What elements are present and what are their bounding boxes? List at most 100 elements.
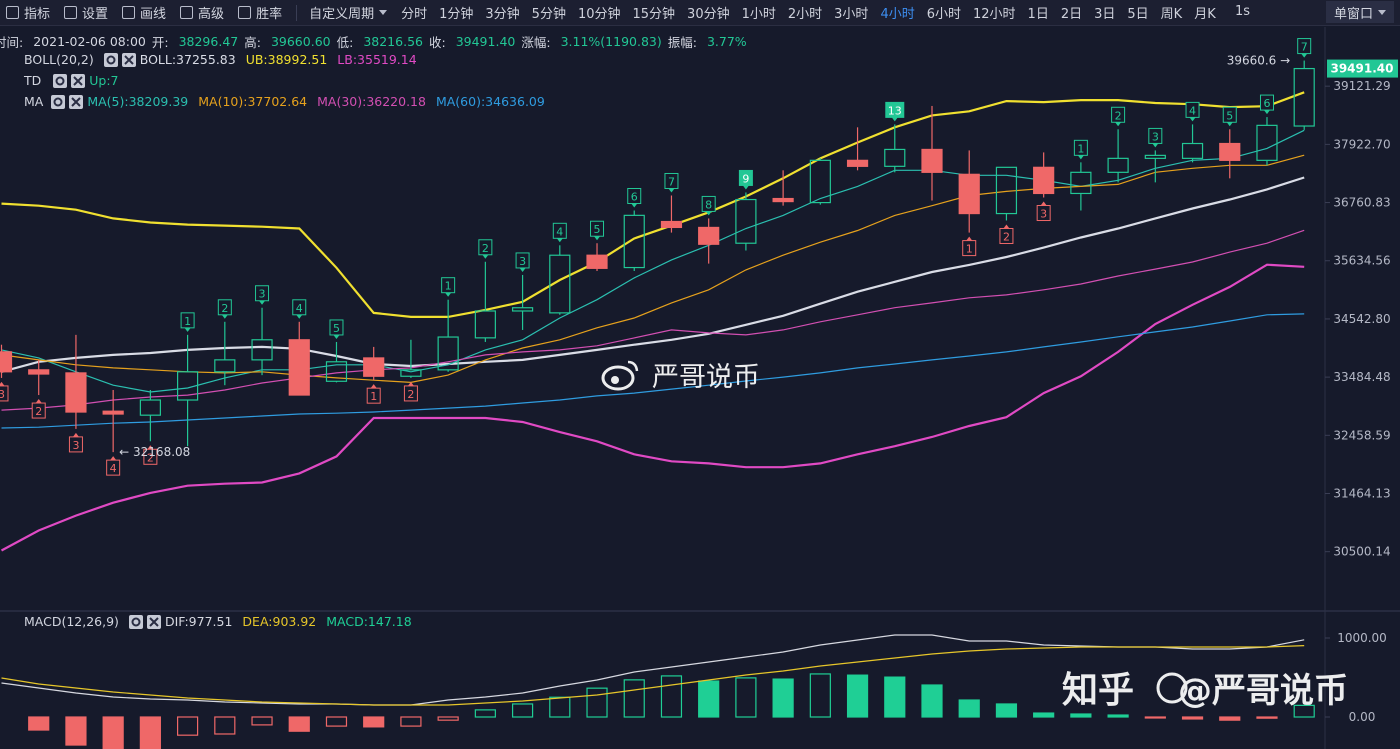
tool-button[interactable]: 胜率: [238, 3, 282, 22]
refresh-rate[interactable]: 1s: [1234, 4, 1250, 19]
info-value: 3.77%: [706, 34, 747, 49]
td-pointer: [445, 292, 452, 297]
legend-entry: MA(30):36220.18: [317, 94, 426, 109]
ma-label: MA: [24, 94, 44, 109]
settings-button[interactable]: [103, 52, 118, 67]
td-pointer: [1115, 122, 1122, 127]
ohlc-info: 时间: 2021-02-06 08:00 开: 38296.47 高: 39660.60 低…: [0, 32, 753, 51]
info-value: 39491.40: [455, 34, 516, 49]
period-button[interactable]: 周K: [1160, 7, 1183, 22]
watermark-text: 严哥说币: [652, 362, 760, 393]
period-button[interactable]: 分时: [401, 7, 428, 22]
tool-button[interactable]: 指标: [6, 3, 50, 22]
td-count: 8: [705, 198, 712, 211]
td-pointer: [1152, 143, 1159, 148]
macd-bar: [251, 716, 273, 726]
td-label: TD: [24, 73, 42, 88]
period-button[interactable]: 3分钟: [485, 7, 520, 22]
y-tick-label: 34542.80: [1333, 312, 1390, 326]
info-label: 低:: [336, 35, 354, 50]
td-count: 4: [556, 225, 563, 238]
candle-body: [1293, 67, 1315, 127]
candle-body: [1033, 166, 1055, 195]
macd-bar: [995, 703, 1018, 718]
td-pointer: [1040, 201, 1047, 206]
close-button[interactable]: [121, 52, 136, 67]
td-pointer: [482, 254, 489, 259]
period-button[interactable]: 2小时: [787, 7, 823, 22]
period-button[interactable]: 1小时: [741, 7, 776, 22]
td-count: 5: [333, 322, 340, 335]
period-button[interactable]: 15分钟: [632, 7, 676, 22]
y-tick-label: 39121.29: [1333, 79, 1390, 93]
period-button[interactable]: 月K: [1194, 7, 1216, 22]
tool-button[interactable]: 高级: [180, 3, 224, 22]
macd-bar: [921, 684, 943, 718]
settings-button[interactable]: [53, 73, 68, 88]
settings-button[interactable]: [128, 614, 143, 629]
watermark: 严哥说币 知乎 @严哥说币: [601, 360, 1348, 711]
settings-button[interactable]: [51, 94, 66, 109]
window-menu[interactable]: 单窗口: [1325, 1, 1394, 23]
macd-bar: [586, 687, 608, 718]
handle-watermark: @严哥说币: [1178, 671, 1348, 711]
legend-entry: MA(5):38209.39: [87, 94, 189, 109]
tool-icon: [238, 6, 252, 19]
candle-body: [846, 159, 869, 167]
low-label: ← 32168.08: [119, 445, 190, 459]
td-pointer: [221, 314, 228, 319]
td-count: 3: [72, 439, 79, 452]
td-pointer: [966, 236, 973, 241]
candle-body: [586, 254, 608, 269]
td-count: 9: [742, 172, 749, 185]
info-label: 开:: [151, 35, 169, 50]
macd-bar: [623, 679, 645, 718]
info-value: 2021-02-06 08:00: [33, 34, 146, 49]
td-count: 3: [0, 388, 5, 401]
period-button[interactable]: 10分钟: [577, 7, 621, 22]
td-count: 7: [668, 175, 675, 188]
td-pointer: [519, 267, 526, 272]
close-button[interactable]: [71, 73, 86, 88]
close-button[interactable]: [146, 614, 161, 629]
period-button[interactable]: 2日: [1060, 7, 1083, 22]
candle-body: [288, 339, 310, 396]
period-button[interactable]: 4小时: [880, 7, 915, 22]
td-count: 2: [1003, 230, 1010, 243]
caret: [379, 10, 388, 15]
indicator-line: [1, 91, 1305, 318]
period-button[interactable]: 6小时: [926, 7, 961, 22]
legend-entry: DEA:903.92: [242, 614, 317, 629]
period-menu[interactable]: 自定义周期: [309, 3, 388, 22]
macd-bar: [1256, 716, 1278, 719]
main-panel: 3 2 3 4 2 1 2 3 4 5 1 2 1 2 3 4 5 6 7 8 9 13 1 2 3 1 2 3 4 5 6 7 39660.6…: [0, 38, 1315, 552]
period-button[interactable]: 5分钟: [531, 7, 566, 22]
candle-body: [772, 197, 794, 203]
period-button[interactable]: 12小时: [973, 7, 1016, 22]
period-button[interactable]: 1日: [1027, 7, 1049, 22]
y-tick-label: 31464.13: [1333, 487, 1390, 501]
tool-button[interactable]: 设置: [64, 3, 108, 22]
wechat-icon: [1156, 672, 1188, 704]
candle-body: [325, 361, 348, 382]
period-button[interactable]: 3小时: [834, 7, 869, 22]
tool-button[interactable]: 画线: [122, 3, 166, 22]
candle-body: [809, 159, 831, 204]
macd-panel: [1, 634, 1315, 749]
close-button[interactable]: [69, 94, 84, 109]
td-pointer: [1077, 155, 1084, 160]
window-menu-label: 单窗口: [1333, 6, 1373, 22]
info-value: 3.11%(1190.83): [560, 34, 662, 49]
tool-icon: [6, 6, 19, 19]
candle-body: [0, 351, 13, 373]
indicator-line: [1, 154, 1305, 384]
y-tick-label: 0.00: [1349, 710, 1376, 724]
legend-entry: UB:38992.51: [245, 52, 328, 67]
period-button[interactable]: 30分钟: [687, 7, 730, 22]
period-button[interactable]: 1分钟: [439, 7, 474, 22]
tool-label: 设置: [82, 7, 109, 22]
legend-entry: MA(60):34636.09: [435, 94, 545, 109]
info-value: 38296.47: [178, 34, 239, 49]
period-button[interactable]: 5日: [1127, 7, 1149, 22]
period-button[interactable]: 3日: [1094, 7, 1116, 22]
